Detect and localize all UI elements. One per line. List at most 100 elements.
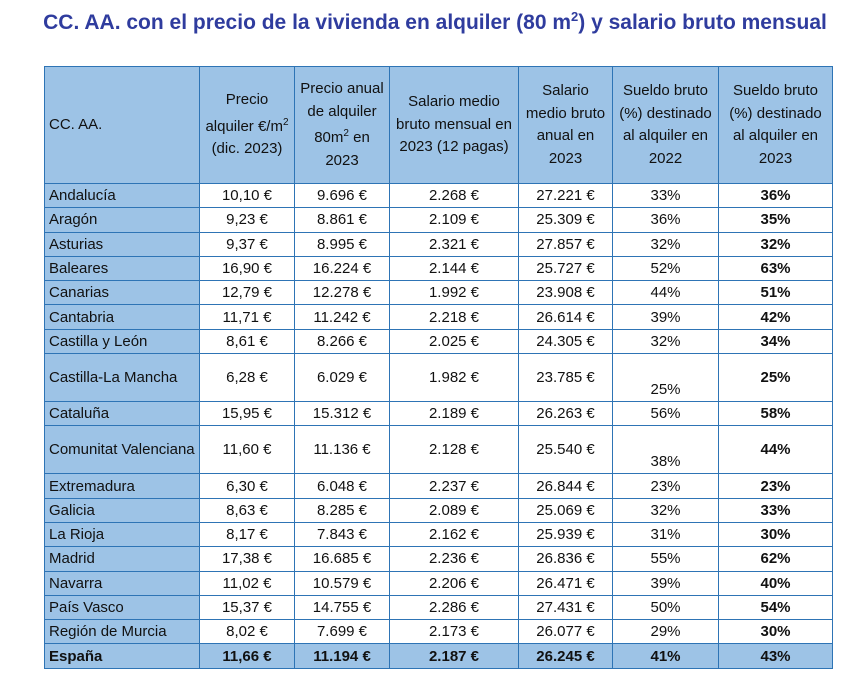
table-row: Canarias 12,79 €12.278 €1.992 €23.908 €44…	[44, 280, 833, 306]
table-cell: 8,02 €	[199, 619, 295, 645]
header-text-part: Precio alquiler €/m	[205, 91, 283, 135]
table-cell: 62%	[718, 546, 833, 572]
title-text-end: ) y salario bruto mensual	[578, 11, 827, 34]
region-name-cell: Asturias	[44, 231, 200, 257]
table-cell: 39%	[612, 304, 719, 330]
region-name-cell: La Rioja	[44, 521, 200, 548]
table-row: La Rioja 8,17 €7.843 €2.162 €25.939 €31% 3…	[44, 521, 833, 548]
table-cell: 16.224 €	[294, 255, 390, 282]
table-cell: 33%	[612, 182, 719, 209]
table-cell: 15,95 €	[199, 401, 295, 427]
table-row: Castilla y León 8,61 €8.266 €2.025 €24.30…	[44, 328, 833, 355]
table-cell: 34%	[718, 328, 833, 355]
title-text: CC. AA. con el precio de la vivienda en …	[43, 11, 572, 34]
table-cell: 23.785 €	[518, 353, 613, 403]
table-cell: 2.268 €	[389, 182, 519, 209]
table-cell: 16,90 €	[199, 255, 295, 282]
table-cell: 25%	[718, 353, 833, 403]
table-row: Aragón 9,23 €8.861 €2.109 €25.309 €36% 35%	[44, 207, 833, 233]
table-cell: 6,30 €	[199, 473, 295, 499]
header-text-part: en 2023	[325, 129, 370, 169]
table-cell: 54%	[718, 594, 833, 621]
table-cell: 56%	[612, 401, 719, 427]
region-name-cell: Aragón	[44, 207, 200, 233]
table-cell: 8,17 €	[199, 521, 295, 548]
region-name-cell: País Vasco	[44, 594, 200, 621]
table-cell: 38%	[612, 425, 719, 475]
table-cell: 6.029 €	[294, 353, 390, 403]
column-header: Salario medio bruto mensual en 2023 (12 …	[389, 66, 519, 184]
table-cell: 9,37 €	[199, 231, 295, 257]
table-cell: 31%	[612, 521, 719, 548]
table-cell: 8.861 €	[294, 207, 390, 233]
table-cell: 30%	[718, 521, 833, 548]
table-cell: 32%	[612, 328, 719, 355]
table-cell: 26.844 €	[518, 473, 613, 499]
table-cell: 12,79 €	[199, 280, 295, 306]
table-cell: 26.077 €	[518, 619, 613, 645]
table-cell: 8.285 €	[294, 497, 390, 523]
header-text-part: 2	[343, 128, 349, 139]
table-cell: 33%	[718, 497, 833, 523]
table-cell: 11.194 €	[294, 643, 390, 669]
region-name-cell: España	[44, 643, 200, 669]
table-cell: 23%	[612, 473, 719, 499]
table-cell: 11,66 €	[199, 643, 295, 669]
table-cell: 25.540 €	[518, 425, 613, 475]
table-cell: 63%	[718, 255, 833, 282]
table-cell: 26.836 €	[518, 546, 613, 572]
table-cell: 6.048 €	[294, 473, 390, 499]
region-name-cell: Cantabria	[44, 304, 200, 330]
table-cell: 32%	[612, 497, 719, 523]
column-header: Precio anual de alquiler 80m2 en 2023	[294, 66, 390, 184]
header-row: CC. AA. Precio alquiler €/m2 (dic. 2023) P…	[44, 66, 833, 184]
header-text-part: Precio anual de alquiler 80m	[300, 80, 384, 146]
region-name-cell: Andalucía	[44, 182, 200, 209]
table-cell: 36%	[718, 182, 833, 209]
region-name-cell: Baleares	[44, 255, 200, 282]
table-cell: 27.431 €	[518, 594, 613, 621]
table-cell: 11.242 €	[294, 304, 390, 330]
table-cell: 27.857 €	[518, 231, 613, 257]
region-name-cell: Comunitat Valenciana	[44, 425, 200, 475]
region-name-cell: Cataluña	[44, 401, 200, 427]
total-row: España 11,66 €11.194 €2.187 €26.245 €41% 4…	[44, 643, 833, 669]
column-header: Precio alquiler €/m2 (dic. 2023)	[199, 66, 295, 184]
table-cell: 25.069 €	[518, 497, 613, 523]
table-cell: 58%	[718, 401, 833, 427]
region-name-cell: Madrid	[44, 546, 200, 572]
table-cell: 2.218 €	[389, 304, 519, 330]
table-row: Navarra 11,02 €10.579 €2.206 €26.471 €39%…	[44, 570, 833, 596]
table-row: Galicia 8,63 €8.285 €2.089 €25.069 €32% 33…	[44, 497, 833, 523]
table-row: Extremadura 6,30 €6.048 €2.237 €26.844 €2…	[44, 473, 833, 499]
table-cell: 25%	[612, 353, 719, 403]
table-cell: 25.727 €	[518, 255, 613, 282]
table-cell: 8,63 €	[199, 497, 295, 523]
page-title: CC. AA. con el precio de la vivienda en …	[40, 0, 830, 39]
table-cell: 29%	[612, 619, 719, 645]
table-row: Baleares 16,90 €16.224 €2.144 €25.727 €52…	[44, 255, 833, 282]
table-cell: 52%	[612, 255, 719, 282]
table-cell: 1.992 €	[389, 280, 519, 306]
table-cell: 23.908 €	[518, 280, 613, 306]
table-cell: 11,60 €	[199, 425, 295, 475]
region-name-cell: Castilla-La Mancha	[44, 353, 200, 403]
table-cell: 10.579 €	[294, 570, 390, 596]
table-cell: 27.221 €	[518, 182, 613, 209]
table-cell: 43%	[718, 643, 833, 669]
table-row: País Vasco 15,37 €14.755 €2.286 €27.431 €…	[44, 594, 833, 621]
table-row: Castilla-La Mancha 6,28 €6.029 €1.982 €23…	[44, 353, 833, 403]
table-cell: 10,10 €	[199, 182, 295, 209]
table-cell: 15.312 €	[294, 401, 390, 427]
table-cell: 24.305 €	[518, 328, 613, 355]
table-cell: 42%	[718, 304, 833, 330]
table-cell: 9.696 €	[294, 182, 390, 209]
rent-salary-table: CC. AA. Precio alquiler €/m2 (dic. 2023) P…	[44, 66, 833, 669]
region-name-cell: Región de Murcia	[44, 619, 200, 645]
region-name-cell: Castilla y León	[44, 328, 200, 355]
table-cell: 7.843 €	[294, 521, 390, 548]
table-cell: 25.309 €	[518, 207, 613, 233]
table-row: Madrid 17,38 €16.685 €2.236 €26.836 €55% 6…	[44, 546, 833, 572]
table-cell: 26.614 €	[518, 304, 613, 330]
table-row: Cataluña 15,95 €15.312 €2.189 €26.263 €56…	[44, 401, 833, 427]
